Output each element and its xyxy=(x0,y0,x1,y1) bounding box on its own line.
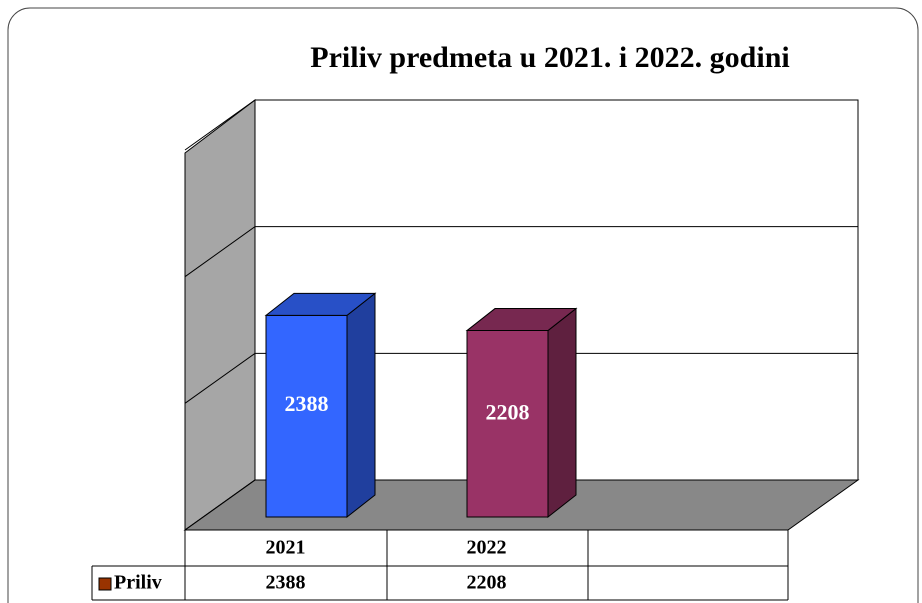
bar-side xyxy=(346,292,376,519)
bar-top xyxy=(264,292,377,316)
grid-line xyxy=(184,226,858,278)
bar-side xyxy=(547,307,577,519)
bar-top xyxy=(465,308,578,332)
data-label: 2388 xyxy=(285,391,329,416)
data-table xyxy=(91,530,789,601)
legend-swatch xyxy=(98,577,112,591)
grid-line xyxy=(184,479,858,531)
chart-title: Priliv predmeta u 2021. i 2022. godini xyxy=(310,41,789,74)
bar xyxy=(264,292,377,519)
grid-line xyxy=(184,99,858,151)
data-label: 2208 xyxy=(486,399,530,424)
table-category: 2022 xyxy=(467,537,507,559)
bar xyxy=(465,307,578,519)
bar-front xyxy=(265,314,348,518)
table-value: 2388 xyxy=(266,572,306,594)
side-wall xyxy=(184,98,256,531)
table-value: 2208 xyxy=(467,572,507,594)
table-category: 2021 xyxy=(266,537,306,559)
legend-label: Priliv xyxy=(114,572,162,594)
grid-line xyxy=(184,352,858,404)
